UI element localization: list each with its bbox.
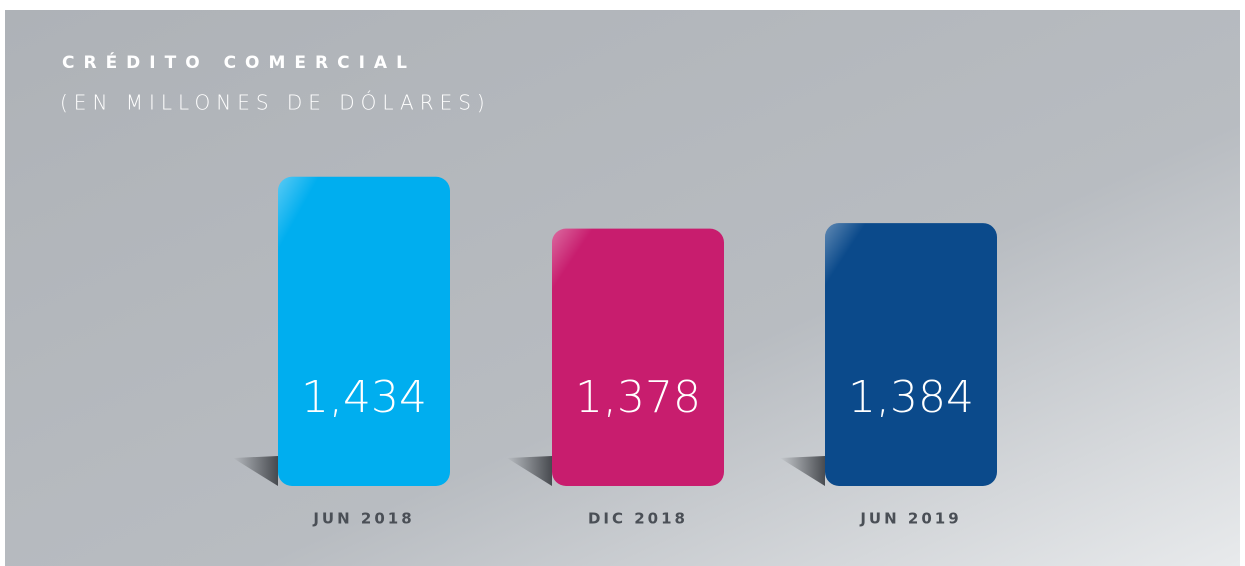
bar-shadow — [233, 456, 278, 486]
chart-subtitle: (EN MILLONES DE DÓLARES) — [60, 91, 491, 115]
x-tick-label: DIC 2018 — [588, 510, 688, 528]
bar-gloss — [825, 223, 997, 486]
bar-gloss — [278, 176, 450, 486]
bar-shadow — [780, 456, 825, 486]
bar-shadow — [507, 456, 552, 486]
bar-gloss — [552, 228, 724, 486]
x-tick-label: JUN 2019 — [859, 510, 961, 528]
chart-title: CRÉDITO COMERCIAL — [62, 51, 416, 73]
x-tick-label: JUN 2018 — [312, 510, 414, 528]
value-label: 1,384 — [848, 372, 974, 423]
value-label: 1,434 — [301, 372, 427, 423]
value-label: 1,378 — [575, 372, 701, 423]
